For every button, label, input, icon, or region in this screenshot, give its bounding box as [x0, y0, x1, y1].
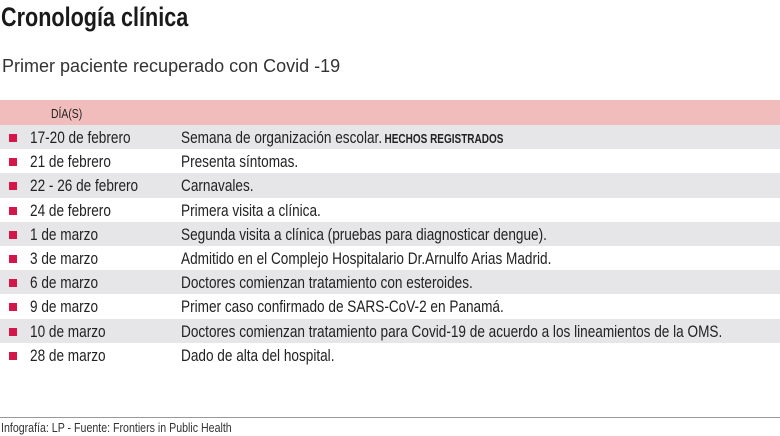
bullet-square-icon	[9, 254, 17, 263]
bullet-square-icon	[9, 327, 17, 336]
row-event: Dado de alta del hospital.	[181, 345, 335, 365]
bullet-square-icon	[9, 206, 17, 215]
row-event: Carnavales.	[181, 176, 254, 196]
table-row: 10 de marzo Doctores comienzan tratamien…	[0, 318, 780, 343]
table-row: 6 de marzo Doctores comienzan tratamient…	[0, 270, 780, 295]
row-date: 1 de marzo	[30, 224, 99, 244]
table-row: 3 de marzo Admitido en el Complejo Hospi…	[0, 246, 780, 270]
days-column-header: DÍA(S)	[51, 106, 83, 121]
row-date: 24 de febrero	[30, 200, 111, 220]
bullet-square-icon	[9, 279, 17, 288]
table-row: 1 de marzo Segunda visita a clínica (pru…	[0, 221, 780, 246]
row-date: 28 de marzo	[30, 345, 106, 365]
row-date: 10 de marzo	[30, 321, 106, 341]
events-column-header: HECHOS REGISTRADOS	[384, 132, 504, 146]
bullet-square-icon	[9, 182, 17, 191]
row-event: Admitido en el Complejo Hospitalario Dr.…	[181, 248, 552, 268]
row-event: Semana de organización escolar. HECHOS RE…	[181, 128, 504, 147]
row-date: 21 de febrero	[30, 152, 111, 172]
bullet-square-icon	[9, 158, 17, 167]
row-date: 9 de marzo	[30, 297, 99, 317]
table-row: 28 de marzo Dado de alta del hospital.	[0, 343, 780, 367]
row-date: 22 - 26 de febrero	[30, 176, 139, 196]
table-row: 22 - 26 de febrero Carnavales.	[0, 173, 780, 198]
bullet-square-icon	[9, 134, 17, 142]
row-date: 3 de marzo	[30, 248, 99, 268]
bullet-square-icon	[9, 230, 17, 239]
row-event: Primer caso confirmado de SARS-CoV-2 en …	[181, 297, 504, 317]
row-event: Presenta síntomas.	[181, 152, 299, 172]
page-title: Cronología clínica	[1, 2, 189, 32]
footer-divider	[0, 417, 780, 418]
bullet-square-icon	[9, 351, 17, 360]
source-credit: Infografía: LP - Fuente: Frontiers in Pu…	[1, 421, 232, 435]
table-header: DÍA(S)	[0, 100, 780, 125]
row-event: Primera visita a clínica.	[181, 200, 321, 220]
row-event: Doctores comienzan tratamiento con ester…	[181, 273, 473, 293]
bullet-square-icon	[9, 303, 17, 312]
subtitle: Primer paciente recuperado con Covid -19	[2, 56, 341, 76]
table-row: 24 de febrero Primera visita a clínica.	[0, 198, 780, 222]
row-date: 17-20 de febrero	[30, 128, 131, 147]
table-row: 17-20 de febrero Semana de organización …	[0, 125, 780, 150]
timeline-table: 17-20 de febrero Semana de organización …	[0, 125, 780, 367]
table-row: 9 de marzo Primer caso confirmado de SAR…	[0, 294, 780, 318]
row-date: 6 de marzo	[30, 273, 99, 293]
table-row: 21 de febrero Presenta síntomas.	[0, 149, 780, 173]
row-event: Segunda visita a clínica (pruebas para d…	[181, 224, 547, 244]
row-event: Doctores comienzan tratamiento para Covi…	[181, 321, 723, 341]
